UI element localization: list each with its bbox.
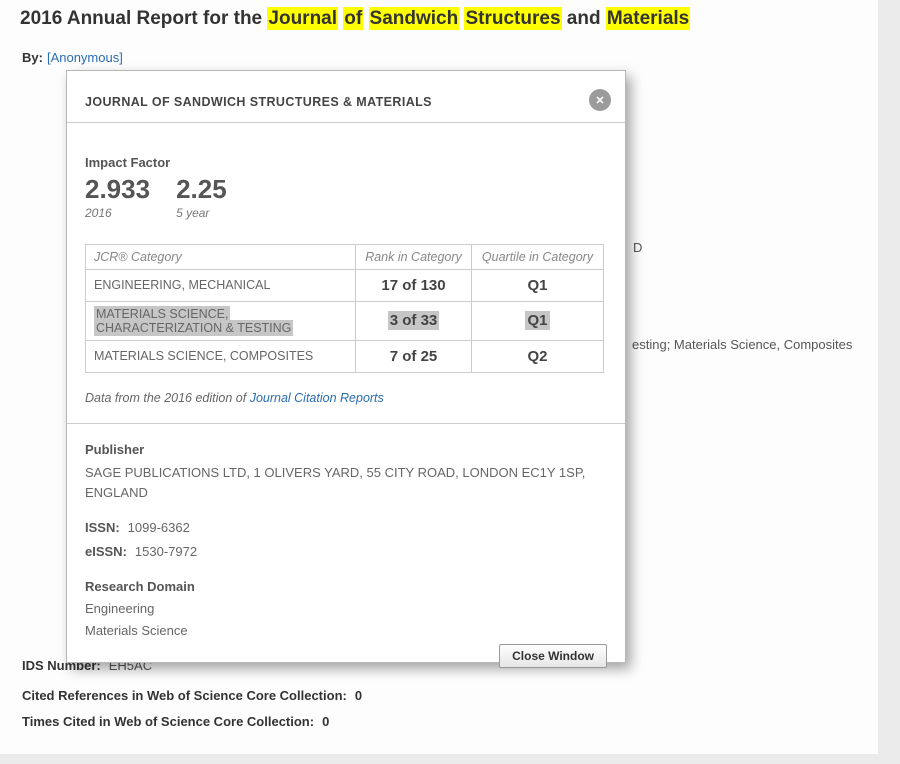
rank-cell: 3 of 33 [387, 311, 440, 331]
cited-references-label: Cited References in Web of Science Core … [22, 688, 347, 703]
category-cell: ENGINEERING, MECHANICAL [94, 278, 271, 293]
eissn-row: eISSN: 1530-7972 [85, 544, 607, 559]
section-divider [67, 422, 625, 424]
table-header-row: JCR® Category Rank in Category Quartile … [85, 243, 604, 270]
cited-references-count: 0 [354, 688, 363, 703]
impact-factor-5year-caption: 5 year [176, 205, 210, 220]
issn-label: ISSN: [85, 520, 120, 536]
eissn-label: eISSN: [85, 544, 127, 560]
author-anonymous-link[interactable]: [Anonymous] [46, 50, 123, 65]
byline: By: [Anonymous] [22, 50, 123, 65]
research-domain-item: Materials Science [85, 623, 188, 639]
impact-factor-2016-caption: 2016 [85, 205, 112, 220]
rank-cell: 17 of 130 [381, 276, 446, 294]
issn-row: ISSN: 1099-6362 [85, 520, 607, 535]
col-header-quartile: Quartile in Category [471, 243, 604, 270]
publisher-label: Publisher [85, 441, 145, 457]
impact-factor-label: Impact Factor [85, 155, 171, 170]
table-row-highlighted: MATERIALS SCIENCE, CHARACTERIZATION & TE… [85, 300, 604, 341]
highlighted-term: Materials [605, 7, 691, 30]
close-window-button[interactable]: Close Window [499, 644, 607, 669]
rank-cell: 7 of 25 [389, 347, 438, 365]
quartile-cell: Q2 [527, 347, 548, 365]
modal-body: Impact Factor 2.933 2016 2.25 5 year JCR… [67, 123, 625, 669]
table-row: ENGINEERING, MECHANICAL 17 of 130 Q1 [85, 268, 604, 302]
data-source-note: Data from the 2016 edition of Journal Ci… [85, 390, 384, 405]
research-domain-item: Engineering [85, 601, 155, 617]
research-domain-label: Research Domain [85, 579, 195, 595]
col-header-jcr-category: JCR® Category [85, 243, 356, 270]
times-cited-count: 0 [322, 714, 330, 729]
table-row: MATERIALS SCIENCE, COMPOSITES 7 of 25 Q2 [85, 339, 604, 373]
highlighted-term: Structures [464, 7, 562, 30]
issn-value: 1099-6362 [127, 520, 190, 536]
impact-factor-values: 2.933 2016 2.25 5 year [85, 175, 607, 220]
highlighted-term: Sandwich [368, 7, 460, 30]
impact-factor-5year: 2.25 [176, 174, 227, 204]
background-text-fragment: D [633, 240, 643, 255]
journal-info-modal: JOURNAL OF SANDWICH STRUCTURES & MATERIA… [66, 70, 626, 669]
cited-references-row: Cited References in Web of Science Core … [22, 688, 362, 703]
times-cited-label: Times Cited in Web of Science Core Colle… [22, 714, 315, 729]
title-text: 2016 Annual Report for the [20, 8, 268, 29]
by-label: By: [22, 50, 43, 65]
page-title: 2016 Annual Report for the Journal of Sa… [20, 7, 691, 30]
jcr-category-table: JCR® Category Rank in Category Quartile … [85, 243, 604, 373]
category-cell: MATERIALS SCIENCE, CHARACTERIZATION & TE… [94, 305, 294, 336]
category-cell: MATERIALS SCIENCE, COMPOSITES [94, 349, 314, 364]
modal-footer: Close Window [85, 644, 607, 669]
modal-title: JOURNAL OF SANDWICH STRUCTURES & MATERIA… [85, 95, 432, 109]
highlighted-term: of [343, 7, 364, 30]
impact-factor-2016: 2.933 [85, 174, 151, 204]
background-text-fragment: esting; Materials Science, Composites [632, 337, 853, 352]
col-header-rank: Rank in Category [355, 243, 472, 270]
close-icon[interactable]: ✕ [589, 89, 611, 111]
modal-header: JOURNAL OF SANDWICH STRUCTURES & MATERIA… [67, 71, 625, 123]
journal-citation-reports-link[interactable]: Journal Citation Reports [249, 390, 384, 405]
highlighted-term: Journal [267, 7, 339, 30]
quartile-cell: Q1 [525, 311, 550, 331]
publisher-value: SAGE PUBLICATIONS LTD, 1 OLIVERS YARD, 5… [85, 464, 586, 501]
eissn-value: 1530-7972 [134, 544, 198, 560]
times-cited-row: Times Cited in Web of Science Core Colle… [22, 714, 329, 729]
quartile-cell: Q1 [527, 276, 548, 294]
